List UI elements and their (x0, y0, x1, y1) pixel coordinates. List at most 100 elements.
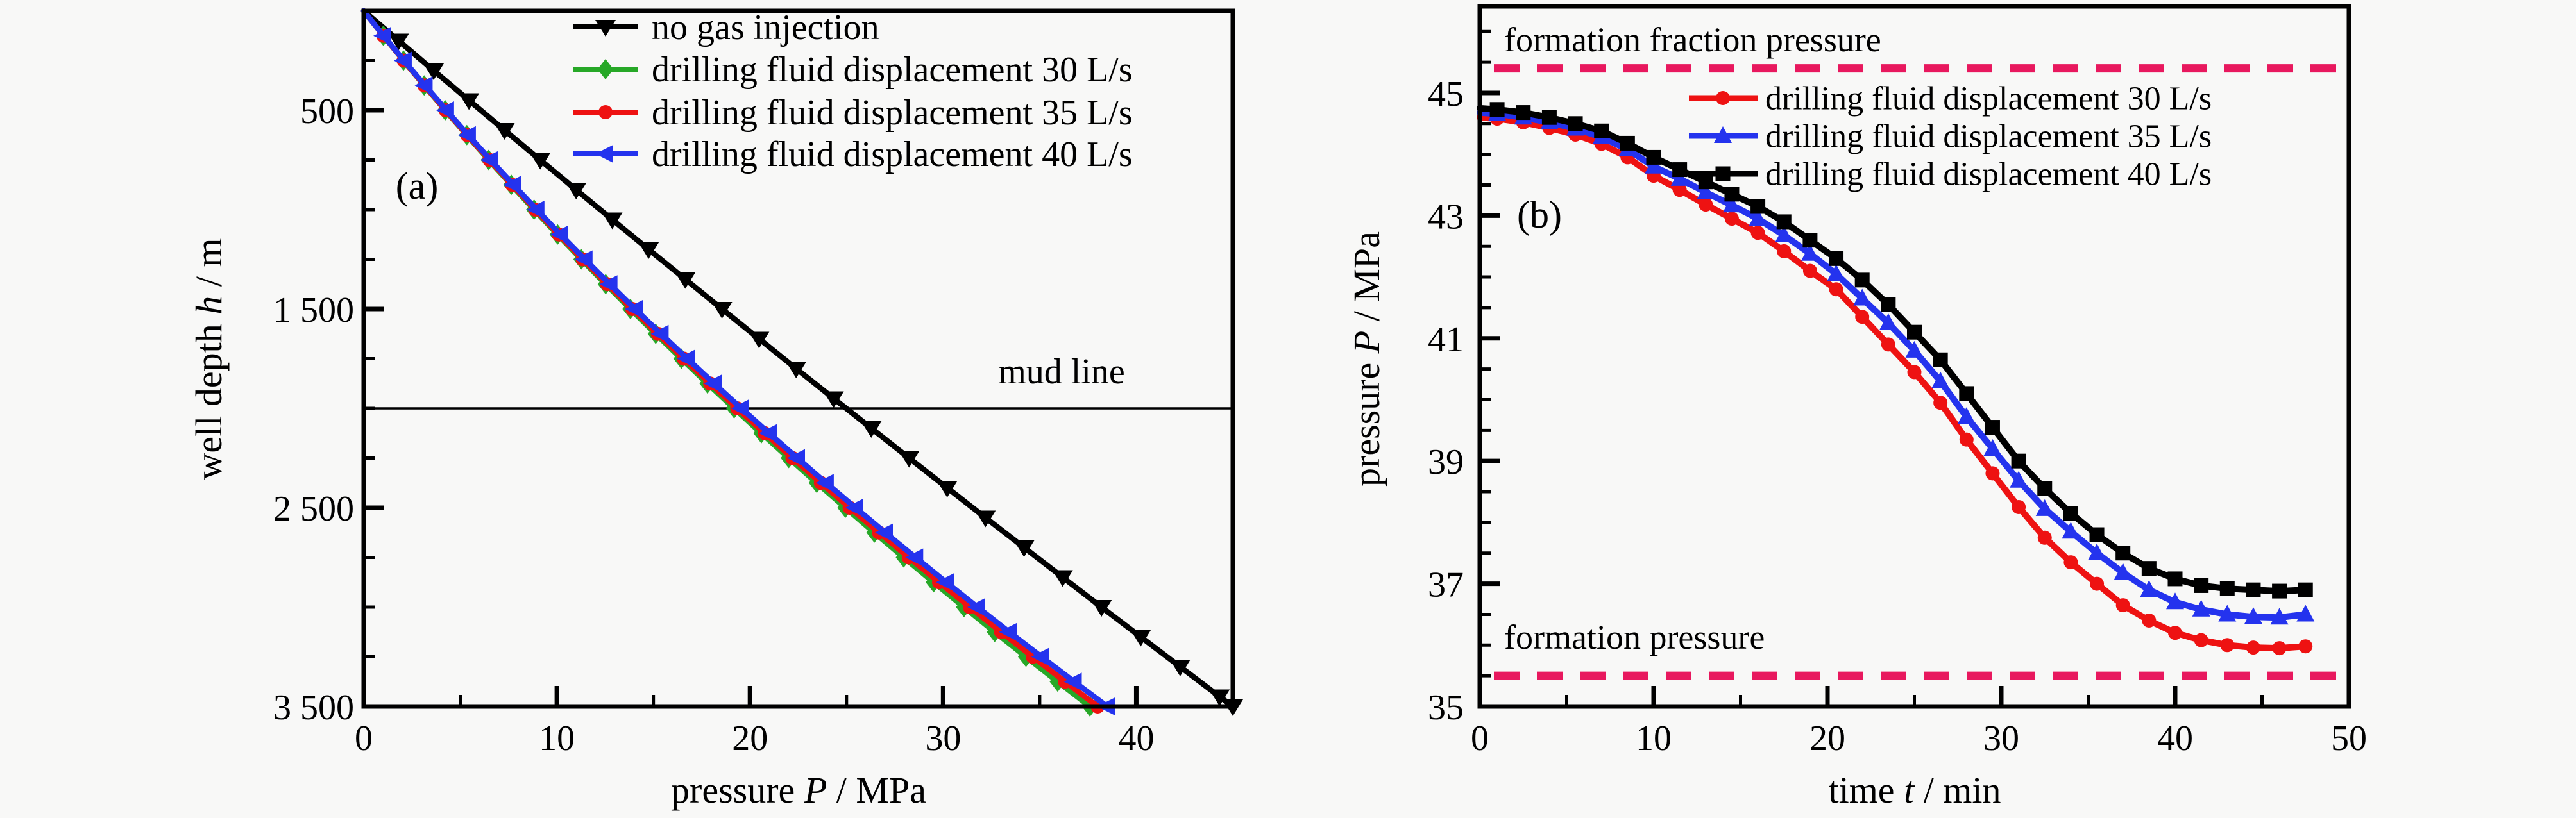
series-marker (638, 242, 659, 259)
y-axis-title-a-var: h (188, 296, 230, 315)
series-marker (786, 449, 805, 467)
series-marker (1130, 630, 1151, 647)
series-marker (2010, 471, 2028, 488)
series-marker (457, 126, 476, 144)
series-marker (2141, 561, 2157, 576)
series-marker (2166, 592, 2184, 610)
series-marker (1750, 226, 1765, 240)
y-tick-label: 3 500 (273, 688, 354, 728)
series-marker (861, 421, 882, 438)
series-marker (1853, 288, 1872, 306)
series-marker (2063, 506, 2078, 521)
legend-marker (597, 59, 614, 79)
series-marker (2218, 605, 2237, 622)
chart-b-ticks (1477, 29, 2351, 709)
series-marker (1594, 123, 1609, 138)
series-marker (526, 201, 545, 219)
series-marker (1907, 324, 1922, 340)
series-marker (823, 391, 844, 408)
series-marker (494, 123, 515, 140)
series-marker (2035, 499, 2054, 516)
series-marker (1775, 225, 1793, 242)
series-marker (1933, 396, 1948, 410)
y-tick-label: 35 (1428, 688, 1464, 728)
series-marker (388, 33, 409, 51)
series-marker (2090, 576, 2105, 591)
series-marker (1881, 297, 1896, 312)
series-marker (574, 250, 593, 269)
series-marker (1829, 282, 1843, 297)
series-marker (1931, 371, 1950, 388)
x-axis-title-b-var: t (1904, 769, 1915, 811)
chart-a-series (360, 8, 1243, 717)
y-tick-label: 1 500 (273, 290, 354, 330)
series-marker (2272, 641, 2287, 656)
series-marker (2011, 453, 2026, 469)
series-marker (1063, 672, 1082, 691)
series-marker (480, 151, 498, 169)
legend-label: no gas injection (652, 8, 879, 47)
series-marker (1091, 600, 1112, 617)
series-marker (999, 622, 1017, 641)
series-marker (1776, 214, 1792, 230)
series-marker (1724, 187, 1740, 202)
series-marker (2037, 530, 2052, 545)
series-marker (436, 101, 454, 119)
series-marker (1907, 365, 1922, 380)
series-marker (1672, 183, 1687, 197)
series-marker (2012, 499, 2026, 514)
series-marker (936, 573, 954, 592)
series-marker (1855, 310, 1870, 324)
series-marker (625, 300, 643, 318)
y-axis-title-b-prefix: pressure (1346, 353, 1387, 487)
series-marker (2219, 581, 2235, 596)
x-axis-title-a-var: P (804, 769, 827, 811)
series-marker (711, 302, 733, 319)
y-tick-label: 37 (1428, 565, 1464, 605)
series-marker (1169, 660, 1191, 676)
chart-a-tick-labels: 0 10 20 30 40 500 1 500 2 500 3 500 (273, 92, 1154, 758)
series-marker (1777, 244, 1792, 258)
formation-pressure-label: formation pressure (1504, 618, 1765, 656)
x-tick-label: 30 (1983, 719, 2019, 758)
series-marker (2246, 640, 2260, 655)
series-marker (602, 212, 623, 230)
series-marker (2115, 546, 2131, 561)
series-marker (2298, 582, 2313, 597)
series-marker (2296, 605, 2315, 622)
series-marker (1031, 647, 1049, 666)
y-tick-label: 41 (1428, 320, 1464, 360)
x-axis-title-a: pressure P / MPa (671, 769, 926, 811)
legend-marker (1716, 91, 1730, 105)
legend-marker (595, 145, 613, 163)
series-marker (1750, 199, 1766, 214)
series-marker (1933, 352, 1948, 367)
series-marker (2246, 582, 2261, 597)
series-marker (650, 324, 669, 343)
series-marker (759, 424, 777, 442)
series-marker (1724, 212, 1739, 226)
chart-b-series (1477, 102, 2315, 656)
series-marker (423, 63, 445, 80)
y-axis-title-b-var: P (1346, 331, 1387, 354)
y-tick-label: 43 (1428, 197, 1464, 237)
series-marker (2194, 633, 2208, 647)
legend-label: drilling fluid displacement 30 L/s (652, 50, 1133, 90)
x-axis-title-b-prefix: time (1828, 769, 1904, 811)
legend-marker (1714, 126, 1732, 143)
series-marker (1801, 244, 1819, 261)
series-marker (1749, 209, 1767, 226)
series-marker (786, 362, 807, 378)
series-marker (530, 153, 551, 170)
series-marker (1829, 251, 1844, 266)
series-marker (550, 225, 568, 244)
series-marker (2220, 638, 2235, 653)
series-marker (2298, 639, 2313, 654)
series-marker (1697, 182, 1715, 199)
y-tick-label: 500 (300, 92, 354, 131)
series-marker (2089, 527, 2105, 542)
series-marker (905, 548, 924, 567)
legend-marker (1715, 166, 1731, 181)
series-marker (815, 474, 834, 492)
series-marker (675, 272, 696, 289)
